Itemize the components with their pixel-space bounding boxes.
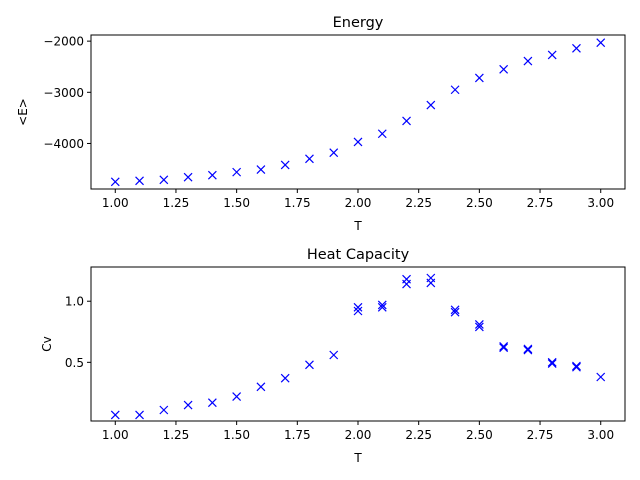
heat-capacity-y-tick-label: 0.5 xyxy=(65,356,84,370)
heat-capacity-data-point xyxy=(402,279,411,289)
heat-capacity-data-point xyxy=(207,398,217,408)
energy-data-point xyxy=(499,64,509,74)
heat-capacity-data-point xyxy=(232,392,242,401)
energy-data-point xyxy=(110,177,120,187)
energy-y-tick-label: −3000 xyxy=(43,86,84,100)
energy-data-point xyxy=(353,137,363,147)
energy-x-tick-label: 2.00 xyxy=(345,196,372,210)
energy-x-ticks: 1.00 1.25 1.50 1.75 2.00 2.25 2.50 2.75 3.00 xyxy=(102,189,614,210)
energy-x-tick-label: 3.00 xyxy=(587,196,614,210)
energy-title: Energy xyxy=(333,15,384,31)
heat-capacity-data-point xyxy=(329,350,339,360)
heat-capacity-data-point xyxy=(353,306,363,316)
energy-data-point xyxy=(450,85,460,95)
energy-y-ticks: −4000 −3000 −2000 xyxy=(43,35,91,151)
heat-capacity-data-point xyxy=(256,382,266,392)
energy-data-point xyxy=(207,170,217,180)
heat-capacity-data-point xyxy=(135,410,144,420)
energy-data-point xyxy=(256,165,266,174)
heat-capacity-panel: Heat Capacity 1.00 1.25 1.50 1.75 2.00 2.25 2.… xyxy=(40,247,626,465)
heat-capacity-x-tick-label: 1.50 xyxy=(223,428,250,442)
energy-data-point xyxy=(547,50,557,60)
heat-capacity-data-point xyxy=(572,362,581,372)
energy-x-tick-label: 2.25 xyxy=(405,196,432,210)
heat-capacity-data-point xyxy=(377,302,387,312)
heat-capacity-x-tick-label: 3.00 xyxy=(587,428,614,442)
heat-capacity-data-point xyxy=(572,361,581,371)
heat-capacity-data-point xyxy=(377,300,387,310)
heat-capacity-data-point xyxy=(547,359,557,368)
energy-data-point xyxy=(305,154,314,164)
energy-data-point xyxy=(426,100,436,110)
heat-capacity-data-point xyxy=(474,322,484,332)
heat-capacity-y-ticks: 0.5 1.0 xyxy=(65,295,91,370)
energy-y-tick-label: −2000 xyxy=(43,35,84,49)
heat-capacity-data-point xyxy=(523,344,533,354)
heat-capacity-data-point xyxy=(474,320,484,329)
heat-capacity-data-point xyxy=(110,410,120,420)
heat-capacity-x-tick-label: 1.00 xyxy=(102,428,129,442)
energy-x-tick-label: 1.50 xyxy=(223,196,250,210)
heat-capacity-x-ticks: 1.00 1.25 1.50 1.75 2.00 2.25 2.50 2.75 3.00 xyxy=(102,421,614,442)
energy-y-label: <E> xyxy=(16,98,30,126)
heat-capacity-data-point xyxy=(305,360,314,370)
heat-capacity-x-tick-label: 2.25 xyxy=(405,428,432,442)
heat-capacity-data-point xyxy=(547,357,557,367)
energy-data-point xyxy=(474,73,484,83)
energy-data-point xyxy=(159,175,169,185)
heat-capacity-data-point xyxy=(499,343,509,353)
energy-data-point xyxy=(183,172,193,182)
heat-capacity-data-point xyxy=(280,373,290,383)
heat-capacity-x-tick-label: 2.50 xyxy=(466,428,493,442)
energy-x-tick-label: 1.25 xyxy=(163,196,190,210)
energy-markers xyxy=(110,38,606,187)
heat-capacity-data-point xyxy=(499,342,509,351)
energy-data-point xyxy=(523,56,533,66)
heat-capacity-data-point xyxy=(183,400,193,410)
energy-data-point xyxy=(596,38,606,48)
heat-capacity-x-tick-label: 2.75 xyxy=(527,428,554,442)
energy-data-point xyxy=(135,176,144,186)
energy-data-point xyxy=(572,43,581,53)
heat-capacity-x-tick-label: 2.00 xyxy=(345,428,372,442)
heat-capacity-title: Heat Capacity xyxy=(307,247,410,263)
energy-x-tick-label: 1.00 xyxy=(102,196,129,210)
heat-capacity-x-tick-label: 1.75 xyxy=(284,428,311,442)
energy-panel: Energy 1.00 1.25 1.50 1.75 2.00 2.25 2.50 2.75 3… xyxy=(16,15,626,233)
energy-x-tick-label: 1.75 xyxy=(284,196,311,210)
heat-capacity-y-tick-label: 1.0 xyxy=(65,295,84,309)
energy-data-point xyxy=(402,116,411,126)
heat-capacity-data-point xyxy=(523,345,533,355)
energy-x-tick-label: 2.50 xyxy=(466,196,493,210)
heat-capacity-data-point xyxy=(596,372,606,382)
energy-data-point xyxy=(280,160,290,170)
energy-data-point xyxy=(329,148,339,158)
heat-capacity-data-point xyxy=(353,302,363,312)
energy-data-point xyxy=(232,167,242,177)
heat-capacity-data-point xyxy=(450,305,460,315)
heat-capacity-data-point xyxy=(450,307,460,317)
energy-x-label: T xyxy=(353,219,362,233)
energy-y-tick-label: −4000 xyxy=(43,137,84,151)
heat-capacity-markers xyxy=(110,273,606,420)
heat-capacity-y-label: Cv xyxy=(40,336,54,351)
heat-capacity-x-label: T xyxy=(353,451,362,465)
energy-x-tick-label: 2.75 xyxy=(527,196,554,210)
heat-capacity-data-point xyxy=(159,405,169,415)
energy-data-point xyxy=(377,129,387,139)
heat-capacity-x-tick-label: 1.25 xyxy=(163,428,190,442)
heat-capacity-data-point xyxy=(426,278,436,288)
